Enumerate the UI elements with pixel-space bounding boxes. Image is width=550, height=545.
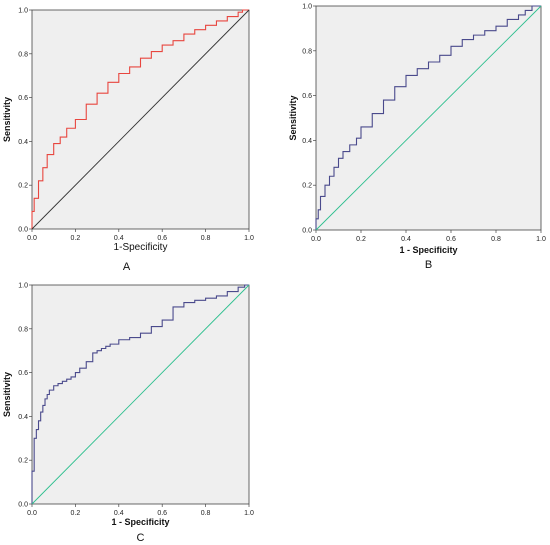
x-tick-label: 0.6 [157, 235, 167, 242]
y-tick-label: 0.4 [18, 139, 28, 146]
y-tick-label: 0.4 [18, 414, 28, 421]
x-tick-label: 1.0 [244, 510, 254, 517]
y-axis-label: Sensitivity [288, 95, 298, 140]
x-tick-label: 0.0 [27, 510, 37, 517]
y-tick-label: 0.2 [18, 458, 28, 465]
panel-label: A [123, 261, 131, 273]
x-tick-label: 0.2 [71, 510, 81, 517]
y-tick-label: 0.6 [302, 93, 312, 100]
roc-curve [31, 9, 249, 229]
y-tick-label: 0.8 [18, 326, 28, 333]
panel-label: C [137, 532, 145, 544]
y-tick-label: 1.0 [18, 8, 28, 15]
x-tick-label: 0.4 [114, 235, 124, 242]
y-tick-label: 0.8 [18, 51, 28, 58]
y-axis-label: Sensitivity [2, 97, 12, 142]
y-tick-label: 1.0 [18, 283, 28, 290]
x-tick-label: 0.8 [201, 510, 211, 517]
reference-diagonal [31, 9, 250, 230]
chart-panel-b: 0.0 0.2 0.4 0.6 0.8 1.0 0.0 0.2 0.4 0.6 0.8 1.0 1 - … [288, 4, 546, 272]
x-axis-label: 1 - Specificity [399, 245, 457, 255]
y-tick-label: 0.6 [18, 95, 28, 102]
x-axis-label: 1-Specificity [114, 242, 168, 253]
roc-curve [31, 284, 249, 504]
x-tick-label: 0.4 [114, 510, 124, 517]
x-tick-label: 0.6 [446, 236, 456, 243]
x-tick-label: 0.6 [157, 510, 167, 517]
y-tick-label: 0.6 [18, 370, 28, 377]
roc-curve [315, 5, 541, 230]
panel-label: B [425, 259, 432, 271]
y-tick-label: 0.2 [18, 183, 28, 190]
x-axis-label: 1 - Specificity [111, 517, 169, 527]
x-tick-label: 0.0 [311, 236, 321, 243]
y-tick-label: 0.0 [18, 502, 28, 509]
x-tick-label: 0.2 [71, 235, 81, 242]
reference-diagonal [31, 284, 250, 505]
x-tick-label: 0.8 [491, 236, 501, 243]
x-tick-label: 0.4 [401, 236, 411, 243]
reference-diagonal [315, 5, 542, 231]
y-tick-label: 0.4 [302, 138, 312, 145]
x-tick-label: 1.0 [536, 236, 546, 243]
y-tick-label: 1.0 [302, 4, 312, 11]
y-tick-label: 0.8 [302, 48, 312, 55]
y-tick-label: 0.0 [18, 227, 28, 234]
x-tick-label: 0.0 [27, 235, 37, 242]
chart-panel-a: 0.0 0.2 0.4 0.6 0.8 1.0 0.0 0.2 0.4 0.6 0.8 1.0 1-Sp… [2, 8, 254, 274]
y-axis-label: Sensitivity [2, 372, 12, 417]
y-tick-label: 0.0 [302, 228, 312, 235]
x-tick-label: 0.2 [356, 236, 366, 243]
x-tick-label: 1.0 [244, 235, 254, 242]
y-tick-label: 0.2 [302, 183, 312, 190]
x-tick-label: 0.8 [201, 235, 211, 242]
chart-panel-c: 0.0 0.2 0.4 0.6 0.8 1.0 0.0 0.2 0.4 0.6 0.8 1.0 1 - … [2, 283, 254, 545]
